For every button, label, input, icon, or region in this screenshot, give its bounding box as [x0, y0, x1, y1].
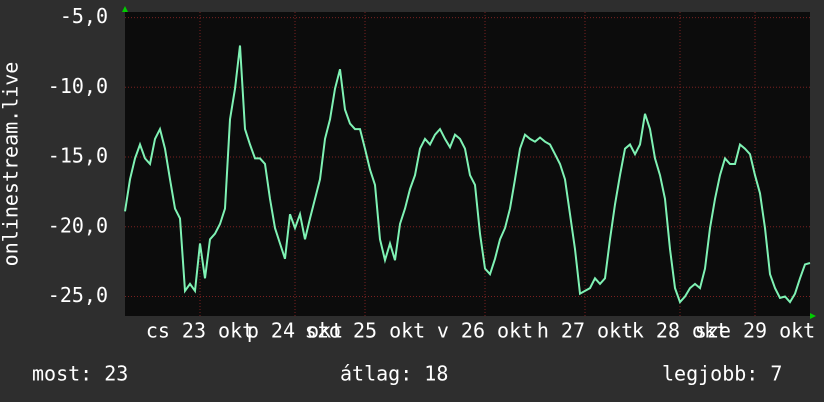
y-tick-label: -15,0: [48, 144, 108, 168]
y-tick-label: -10,0: [48, 74, 108, 98]
x-tick-label: szo 25 okt: [305, 319, 425, 343]
x-tick-label: cs 23 okt: [146, 319, 254, 343]
y-tick-label: -25,0: [48, 283, 108, 307]
average-value: átlag: 18: [340, 362, 448, 386]
y-tick-label: -5,0: [60, 4, 108, 28]
data-line: [124, 45, 811, 305]
axis-arrow: [122, 6, 128, 12]
best-value: legjobb: 7: [662, 362, 782, 386]
x-tick-label: sze 29 okt: [695, 319, 815, 343]
x-tick-label: h 27 okt: [537, 319, 633, 343]
x-tick-label: v 26 okt: [437, 319, 533, 343]
axis-arrow: [810, 313, 816, 319]
x-tick-label: k 28 okt: [632, 319, 728, 343]
x-tick-label: p 24 okt: [247, 319, 343, 343]
y-axis-label: onlinestream.live: [0, 62, 23, 267]
current-value: most: 23: [32, 362, 128, 386]
y-tick-label: -20,0: [48, 213, 108, 237]
